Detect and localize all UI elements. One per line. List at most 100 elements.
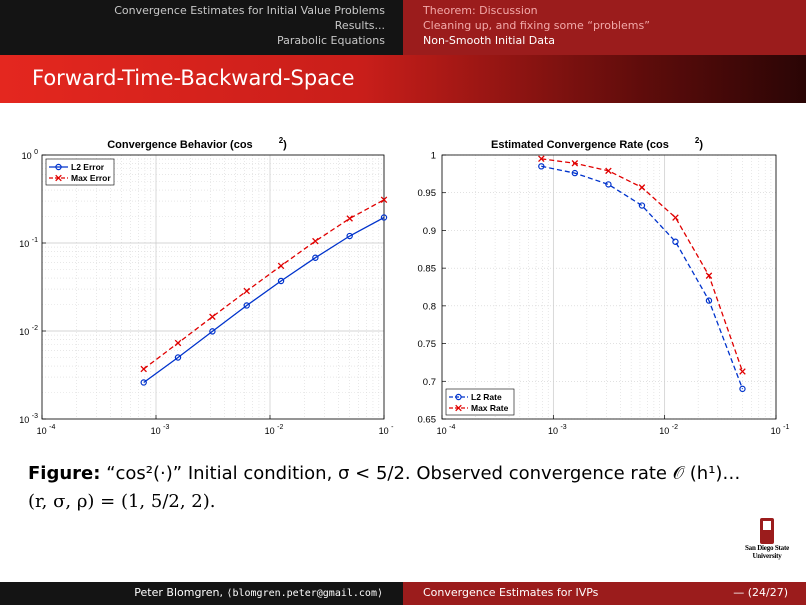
footer-title-area: Convergence Estimates for IVPs — (24/27)	[403, 582, 806, 605]
legend-box	[45, 158, 115, 186]
chart-title: Convergence Behavior (cos 2)	[107, 136, 287, 151]
data-point-max-rate	[571, 160, 579, 167]
footer-email[interactable]: ⟨blomgren.peter@gmail.com⟩	[226, 588, 383, 599]
data-point-max-error	[209, 313, 216, 321]
data-point-max-error-stroke	[312, 237, 319, 245]
x-tick-label: 10 -4	[437, 424, 456, 436]
data-point-max-rate-stroke	[672, 214, 679, 221]
data-point-max-rate-stroke	[571, 160, 579, 167]
data-point-max-error-stroke	[277, 262, 285, 270]
data-point-max-rate-stroke	[705, 272, 713, 279]
y-tick-label: 0.75	[418, 339, 437, 350]
data-point-max-rate	[739, 368, 746, 375]
x-tick-label: 10 -3	[548, 424, 567, 436]
x-tick-label: 10 -2	[265, 424, 284, 436]
header-subsection-link[interactable]: Cleaning up, and fixing some “problems”	[423, 19, 650, 32]
data-point-l2-rate	[739, 385, 746, 393]
data-point-max-error-stroke	[243, 287, 250, 295]
university-seal-icon	[760, 518, 774, 544]
caption-line-1: “cos²(·)” Initial condition, σ < 5/2. Ob…	[106, 463, 741, 484]
data-point-l2-error	[312, 254, 319, 261]
y-tick-label: 10 0	[22, 149, 39, 161]
data-point-l2-rate	[605, 181, 612, 188]
header-sections-left: Convergence Estimates for Initial Value …	[0, 0, 403, 55]
legend-marker	[455, 393, 462, 401]
x-tick-label: 10 -1	[379, 424, 394, 436]
y-tick-label: 10 -2	[19, 325, 38, 337]
chart-title: Estimated Convergence Rate (cos 2)	[491, 136, 703, 151]
convergence-rate-chart: 10 -4 10 -3 10 -2 10 -1 1 0.95 0.9 0.85 0.8 0.75 0…	[418, 136, 790, 436]
data-point-max-rate	[638, 184, 646, 191]
caption-label: Figure:	[28, 463, 101, 484]
frame-title: Forward-Time-Backward-Space	[32, 66, 355, 90]
data-point-max-rate	[605, 167, 612, 175]
footer-bar: Peter Blomgren, ⟨blomgren.peter@gmail.co…	[0, 582, 806, 605]
legend-label: Max Error	[71, 173, 111, 183]
data-point-max-error-stroke	[174, 339, 182, 347]
legend-label: L2 Rate	[471, 392, 502, 402]
y-tick-label: 0.95	[418, 188, 437, 199]
data-point-l2-rate	[538, 163, 545, 170]
legend-marker-stroke	[455, 404, 462, 412]
series-line-l2-rate	[541, 165, 744, 390]
data-point-max-error-stroke	[140, 365, 147, 373]
data-point-max-error-stroke	[209, 313, 216, 321]
axes-frame	[441, 154, 777, 420]
header-section-link[interactable]: Results...	[334, 19, 385, 32]
y-tick-label: 0.8	[423, 301, 436, 312]
legend-label: L2 Error	[71, 162, 105, 172]
legend-marker	[455, 404, 462, 412]
logo-text-line-2: University	[752, 552, 782, 560]
footer-short-title[interactable]: Convergence Estimates for IVPs	[423, 586, 599, 599]
header-section-link[interactable]: Convergence Estimates for Initial Value …	[114, 4, 385, 17]
y-tick-label: 0.85	[418, 264, 437, 275]
axes-frame	[41, 154, 385, 420]
footer-author-name: Peter Blomgren,	[134, 586, 223, 599]
data-point-l2-error	[277, 277, 285, 285]
data-point-max-error	[174, 339, 182, 347]
series-line-max-error	[143, 199, 385, 370]
data-point-max-rate-stroke	[538, 155, 545, 163]
legend-box	[445, 388, 515, 416]
data-point-l2-error	[346, 232, 353, 240]
data-point-l2-error	[174, 354, 182, 361]
data-point-max-rate-stroke	[638, 184, 646, 191]
data-point-max-rate	[705, 272, 713, 279]
data-point-max-error-stroke	[346, 215, 353, 222]
plot-area	[442, 155, 776, 419]
x-tick-label: 10 -4	[37, 424, 56, 436]
y-tick-label: 1	[431, 151, 436, 162]
data-point-max-error	[380, 196, 388, 204]
data-point-l2-error	[380, 214, 388, 221]
figure-caption: Figure: “cos²(·)” Initial condition, σ <…	[28, 460, 788, 516]
header-subsection-link[interactable]: Theorem: Discussion	[423, 4, 538, 17]
frame-title-bar: Forward-Time-Backward-Space	[0, 55, 806, 103]
header-section-link[interactable]: Parabolic Equations	[277, 34, 385, 47]
data-point-max-rate-stroke	[739, 368, 746, 375]
data-point-max-error	[346, 215, 353, 222]
data-point-l2-rate	[672, 238, 679, 245]
data-point-max-rate-stroke	[605, 167, 612, 175]
data-point-l2-rate	[638, 202, 646, 209]
data-point-max-rate	[538, 155, 545, 163]
data-point-l2-error	[209, 328, 216, 335]
footer-author: Peter Blomgren, ⟨blomgren.peter@gmail.co…	[0, 582, 403, 605]
y-tick-label: 10 -1	[19, 237, 38, 249]
x-tick-label: 10 -3	[151, 424, 170, 436]
footer-page-number: — (24/27)	[733, 586, 788, 599]
convergence-behavior-chart: 10 -410 -310 -210 -110 010 -110 -210 -3C…	[19, 136, 394, 436]
plot-area	[42, 155, 384, 419]
header-navigation: Convergence Estimates for Initial Value …	[0, 0, 806, 55]
legend-label: Max Rate	[471, 403, 509, 413]
x-tick-label: 10 -2	[659, 424, 678, 436]
y-tick-label: 0.9	[423, 226, 436, 237]
series-line-l2-error	[143, 216, 385, 384]
header-subsection-link-active[interactable]: Non-Smooth Initial Data	[423, 34, 556, 47]
data-point-max-rate	[672, 214, 679, 221]
caption-line-2: (r, σ, ρ) = (1, 5/2, 2).	[28, 491, 216, 512]
legend-marker	[55, 174, 62, 182]
header-subsections-right: Theorem: Discussion Cleaning up, and fix…	[403, 0, 806, 55]
data-point-max-error	[277, 262, 285, 270]
x-tick-label: 10 -1	[771, 424, 790, 436]
